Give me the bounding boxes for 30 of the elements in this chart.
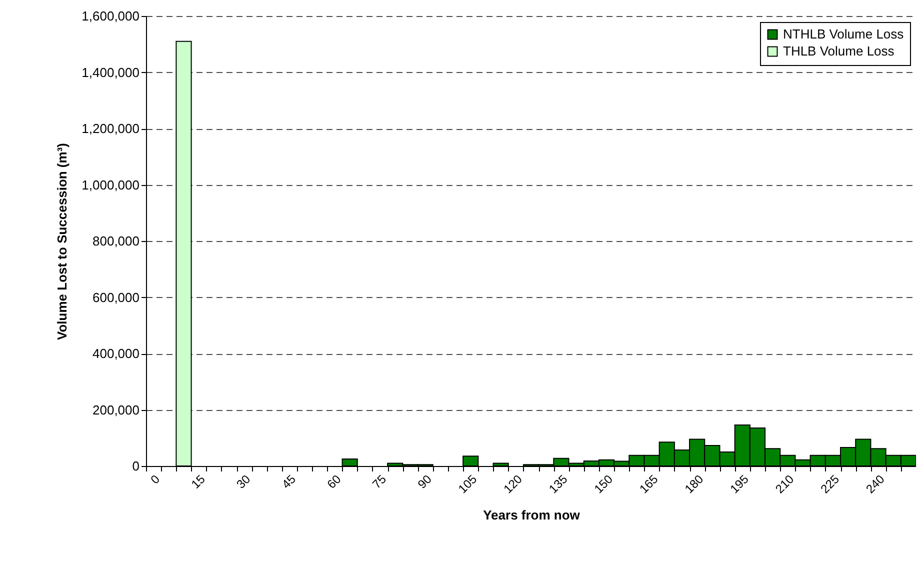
legend-label: THLB Volume Loss <box>783 44 895 58</box>
x-tick-label: 0 <box>148 472 163 487</box>
x-tick-label: 90 <box>414 472 435 492</box>
x-tick-label: 30 <box>234 472 254 492</box>
x-tick-label: 105 <box>456 472 480 496</box>
y-tick-label: 0 <box>132 458 140 474</box>
y-tick-label: 1,400,000 <box>82 64 140 80</box>
y-tick-label: 600,000 <box>92 290 140 305</box>
y-tick-label: 1,200,000 <box>82 121 140 136</box>
x-axis-title: Years from now <box>483 507 581 522</box>
legend-label: NTHLB Volume Loss <box>783 26 904 42</box>
y-tick-label: 400,000 <box>92 346 140 361</box>
x-tick-label: 120 <box>500 472 526 496</box>
x-tick-label: 195 <box>727 472 752 496</box>
y-tick-label: 800,000 <box>92 234 140 248</box>
y-tick-label: 1,600,000 <box>82 8 140 24</box>
x-tick-label: 180 <box>682 472 706 496</box>
y-tick-label: 1,000,000 <box>82 177 140 192</box>
x-tick-label: 165 <box>636 472 661 496</box>
x-tick-label: 45 <box>279 472 299 492</box>
x-tick-label: 210 <box>772 472 797 496</box>
y-axis-title: Volume Lost to Succession (m³) <box>54 143 70 340</box>
x-tick-label: 60 <box>324 472 344 492</box>
x-tick-label: 240 <box>863 472 888 496</box>
x-tick-label: 150 <box>591 472 616 496</box>
y-tick-label: 200,000 <box>92 402 140 418</box>
x-tick-label: 75 <box>370 472 390 492</box>
x-tick-label: 225 <box>818 472 842 496</box>
x-tick-label: 15 <box>188 472 208 492</box>
x-tick-label: 135 <box>546 472 570 496</box>
